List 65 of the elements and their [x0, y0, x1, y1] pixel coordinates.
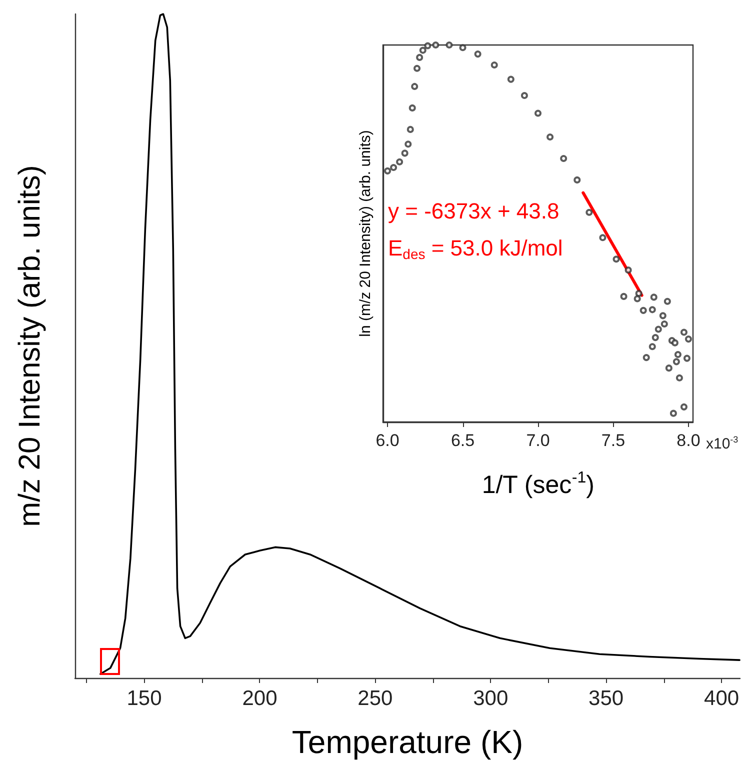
point: [401, 150, 408, 157]
point: [635, 290, 642, 297]
point: [560, 154, 568, 162]
point: [599, 234, 606, 242]
point: [574, 176, 581, 184]
x-tick-label: 350: [588, 687, 624, 710]
point: [665, 364, 672, 372]
point: [671, 339, 678, 346]
point: [586, 208, 593, 216]
x-tick-label: 200: [242, 687, 278, 710]
point: [490, 61, 498, 68]
point: [408, 104, 416, 112]
point: [406, 126, 414, 133]
point: [680, 403, 688, 410]
x-tick-label: 300: [473, 687, 508, 710]
point: [411, 82, 418, 90]
y-axis-title: ln (m/z 20 Intensity) (arb. units): [357, 130, 374, 337]
point: [474, 50, 482, 58]
x-tick-label: 6.0: [376, 431, 400, 450]
point: [624, 266, 632, 274]
annotation: y = -6373x + 43.8: [388, 198, 560, 224]
point: [660, 320, 668, 328]
point: [634, 295, 641, 302]
point: [384, 167, 392, 174]
point: [648, 306, 656, 314]
point: [659, 312, 666, 320]
point: [674, 351, 682, 358]
point: [612, 256, 620, 263]
x-tick-label: 7.0: [526, 431, 550, 450]
point: [640, 306, 647, 314]
point: [642, 354, 650, 362]
x-tick-label: 150: [126, 687, 162, 710]
point: [620, 292, 628, 300]
point: [664, 298, 671, 305]
point: [534, 110, 542, 117]
point: [390, 164, 398, 172]
point: [650, 294, 658, 301]
point: [419, 46, 426, 54]
point: [396, 158, 404, 166]
point: [683, 354, 690, 362]
point: [670, 410, 677, 417]
x-axis-title: Temperature (K): [292, 724, 524, 760]
point: [520, 92, 528, 100]
point: [672, 358, 680, 366]
y-axis-title: m/z 20 Intensity (arb. units): [14, 165, 46, 527]
point: [459, 44, 466, 52]
point: [676, 374, 683, 382]
x-tick-label: 8.0: [676, 431, 700, 450]
point: [404, 140, 412, 148]
point: [546, 133, 554, 140]
point: [446, 42, 453, 48]
point: [648, 343, 656, 350]
x-tick-label: 250: [358, 687, 393, 710]
x-tick-label: 7.5: [601, 431, 626, 450]
x-tick-label: 6.5: [450, 431, 475, 450]
point: [652, 334, 659, 342]
point: [680, 328, 688, 336]
point: [507, 76, 514, 83]
point: [416, 54, 424, 61]
point: [432, 42, 440, 48]
point: [414, 64, 421, 72]
x-tick-label: 400: [704, 687, 740, 710]
point: [654, 326, 662, 333]
point: [684, 336, 692, 343]
point: [424, 42, 432, 50]
